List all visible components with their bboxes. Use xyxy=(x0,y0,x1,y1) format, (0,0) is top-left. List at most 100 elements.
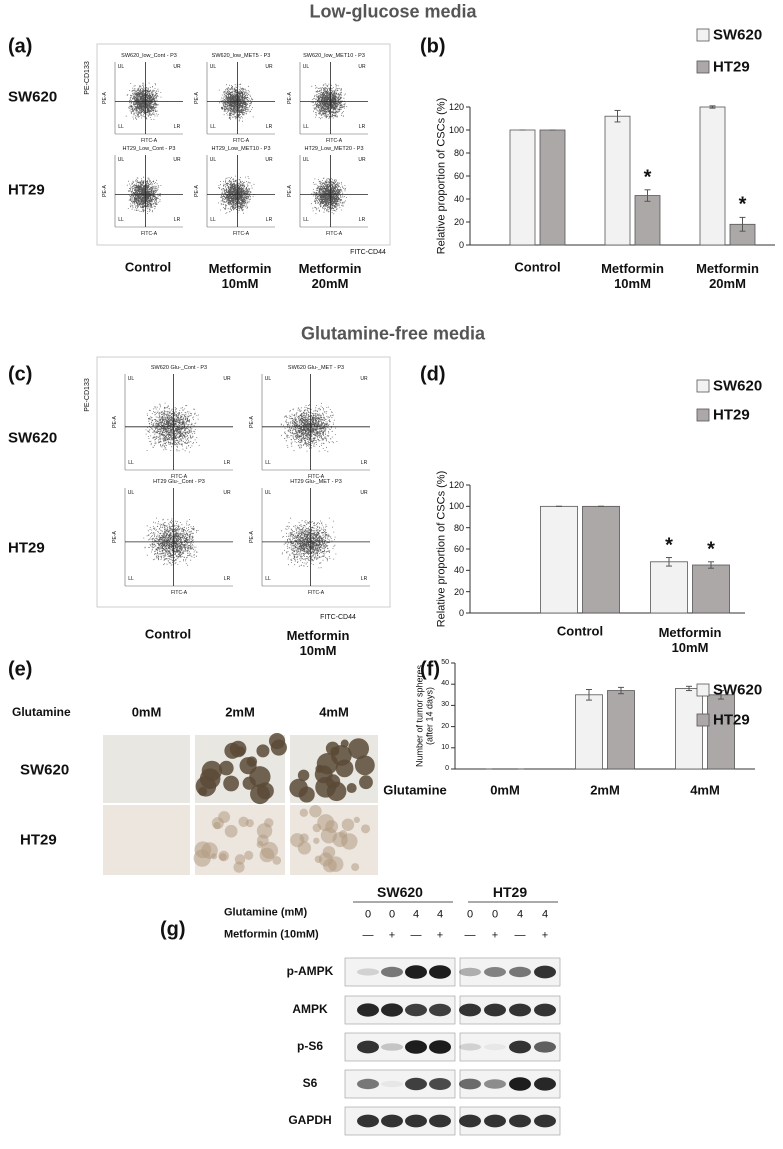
blot-band xyxy=(429,1114,451,1128)
y-tick-label: 30 xyxy=(441,701,449,709)
sphere xyxy=(272,856,282,865)
sphere xyxy=(234,854,246,865)
x-tick-label: Metformin 10mM xyxy=(658,625,722,655)
glutamine-value: 4 xyxy=(541,908,549,921)
plot-x-label: FITC-A xyxy=(307,590,325,597)
scatter-cloud xyxy=(145,402,200,453)
sphere xyxy=(298,786,315,803)
quadrant-label: LR xyxy=(223,576,231,583)
bar xyxy=(607,690,635,770)
y-tick-label: 40 xyxy=(453,565,464,576)
blot-band xyxy=(381,1080,403,1088)
quadrant-label: LR xyxy=(360,576,368,583)
plot-title: SW620 Glu-_Cont - P3 xyxy=(150,364,208,371)
scatter-cloud xyxy=(143,517,199,566)
protein-label: p-S6 xyxy=(296,1039,324,1054)
quadrant-label: UR xyxy=(358,157,366,164)
quadrant-label: LL xyxy=(128,460,134,467)
sphere xyxy=(213,821,221,830)
plot-y-label: PE-A xyxy=(249,531,256,543)
sphere xyxy=(290,833,305,848)
error-bar xyxy=(686,685,692,692)
blot-band xyxy=(429,1078,451,1090)
blot-band xyxy=(459,1003,481,1017)
sphere xyxy=(299,808,308,817)
legend-label: SW620 xyxy=(713,377,763,395)
significance-mark: * xyxy=(707,538,715,561)
significance-mark: * xyxy=(738,193,747,216)
quadrant-label: UR xyxy=(358,64,366,71)
metformin-value: + xyxy=(491,929,499,942)
sphere xyxy=(223,775,240,792)
blot-band xyxy=(357,1114,379,1128)
legend-swatch xyxy=(696,379,710,393)
plot-x-label: FITC-A xyxy=(325,231,343,238)
x-label: Glutamine xyxy=(383,782,447,798)
sphere xyxy=(249,766,271,788)
panel-label: (g) xyxy=(160,918,186,941)
glutamine-value: 0 xyxy=(388,908,396,921)
legend-swatch xyxy=(696,60,710,74)
significance-mark: * xyxy=(643,166,652,189)
row-label: SW620 xyxy=(8,88,58,106)
group-label: HT29 xyxy=(492,883,528,900)
blot-band xyxy=(534,1041,556,1053)
condition-label: Metformin (10mM) xyxy=(224,928,319,941)
quadrant-label: UL xyxy=(302,64,310,71)
row-label: SW620 xyxy=(20,761,70,779)
sphere xyxy=(239,757,257,775)
y-axis-label: Relative proportion of CSCs (%) xyxy=(435,470,448,628)
plot-x-label: FITC-A xyxy=(170,590,188,597)
plot-x-label: FITC-A xyxy=(140,231,158,238)
blot-band xyxy=(484,967,506,977)
blot-band xyxy=(459,1114,481,1128)
bar xyxy=(539,129,566,246)
quadrant-label: LR xyxy=(223,460,231,467)
sphere xyxy=(218,850,230,862)
y-tick-label: 50 xyxy=(441,658,449,666)
y-tick-label: 0 xyxy=(445,764,449,772)
error-bar xyxy=(614,109,621,123)
x-tick-label: 4mM xyxy=(690,782,720,798)
column-label: Metformin 10mM xyxy=(208,261,272,291)
plot-y-label: PE-A xyxy=(287,92,294,104)
blot-band xyxy=(484,1114,506,1128)
y-tick-label: 120 xyxy=(448,101,464,112)
error-bar xyxy=(739,216,746,232)
blot-band xyxy=(405,1114,427,1128)
error-bar xyxy=(666,557,672,567)
sphere xyxy=(361,824,371,834)
sphere xyxy=(199,768,221,789)
bar xyxy=(575,694,603,770)
quadrant-label: UL xyxy=(264,490,272,497)
y-tick-label: 60 xyxy=(453,543,464,554)
quadrant-label: UR xyxy=(223,490,231,497)
panel-label: (d) xyxy=(420,363,446,386)
error-bar xyxy=(708,561,714,569)
sphere xyxy=(264,818,274,828)
flow-frame xyxy=(96,43,391,246)
x-tick-label: 2mM xyxy=(590,782,620,798)
metformin-value: + xyxy=(388,929,396,942)
scatter-cloud xyxy=(281,517,337,569)
row-label: HT29 xyxy=(8,539,45,557)
glutamine-value: 0 xyxy=(364,908,372,921)
quadrant-label: UL xyxy=(117,157,125,164)
panel-label: (a) xyxy=(8,35,33,58)
quadrant-label: LR xyxy=(360,460,368,467)
quadrant-label: UL xyxy=(302,157,310,164)
error-bar xyxy=(709,105,716,109)
plot-x-label: FITC-A xyxy=(307,474,325,481)
sphere xyxy=(219,760,234,776)
blot-band xyxy=(357,968,379,976)
bar xyxy=(699,106,726,246)
sphere xyxy=(314,855,323,863)
blot-band xyxy=(534,1003,556,1017)
plot-title: HT29_Low_MET20 - P3 xyxy=(304,145,364,152)
plot-title: HT29 Glu-_MET - P3 xyxy=(290,478,342,485)
quadrant-label: LL xyxy=(210,217,216,224)
axis-label: PE-CD133 xyxy=(83,61,91,95)
group-label: SW620 xyxy=(377,883,423,900)
quadrant-label: UR xyxy=(265,157,273,164)
metformin-value: + xyxy=(436,929,444,942)
